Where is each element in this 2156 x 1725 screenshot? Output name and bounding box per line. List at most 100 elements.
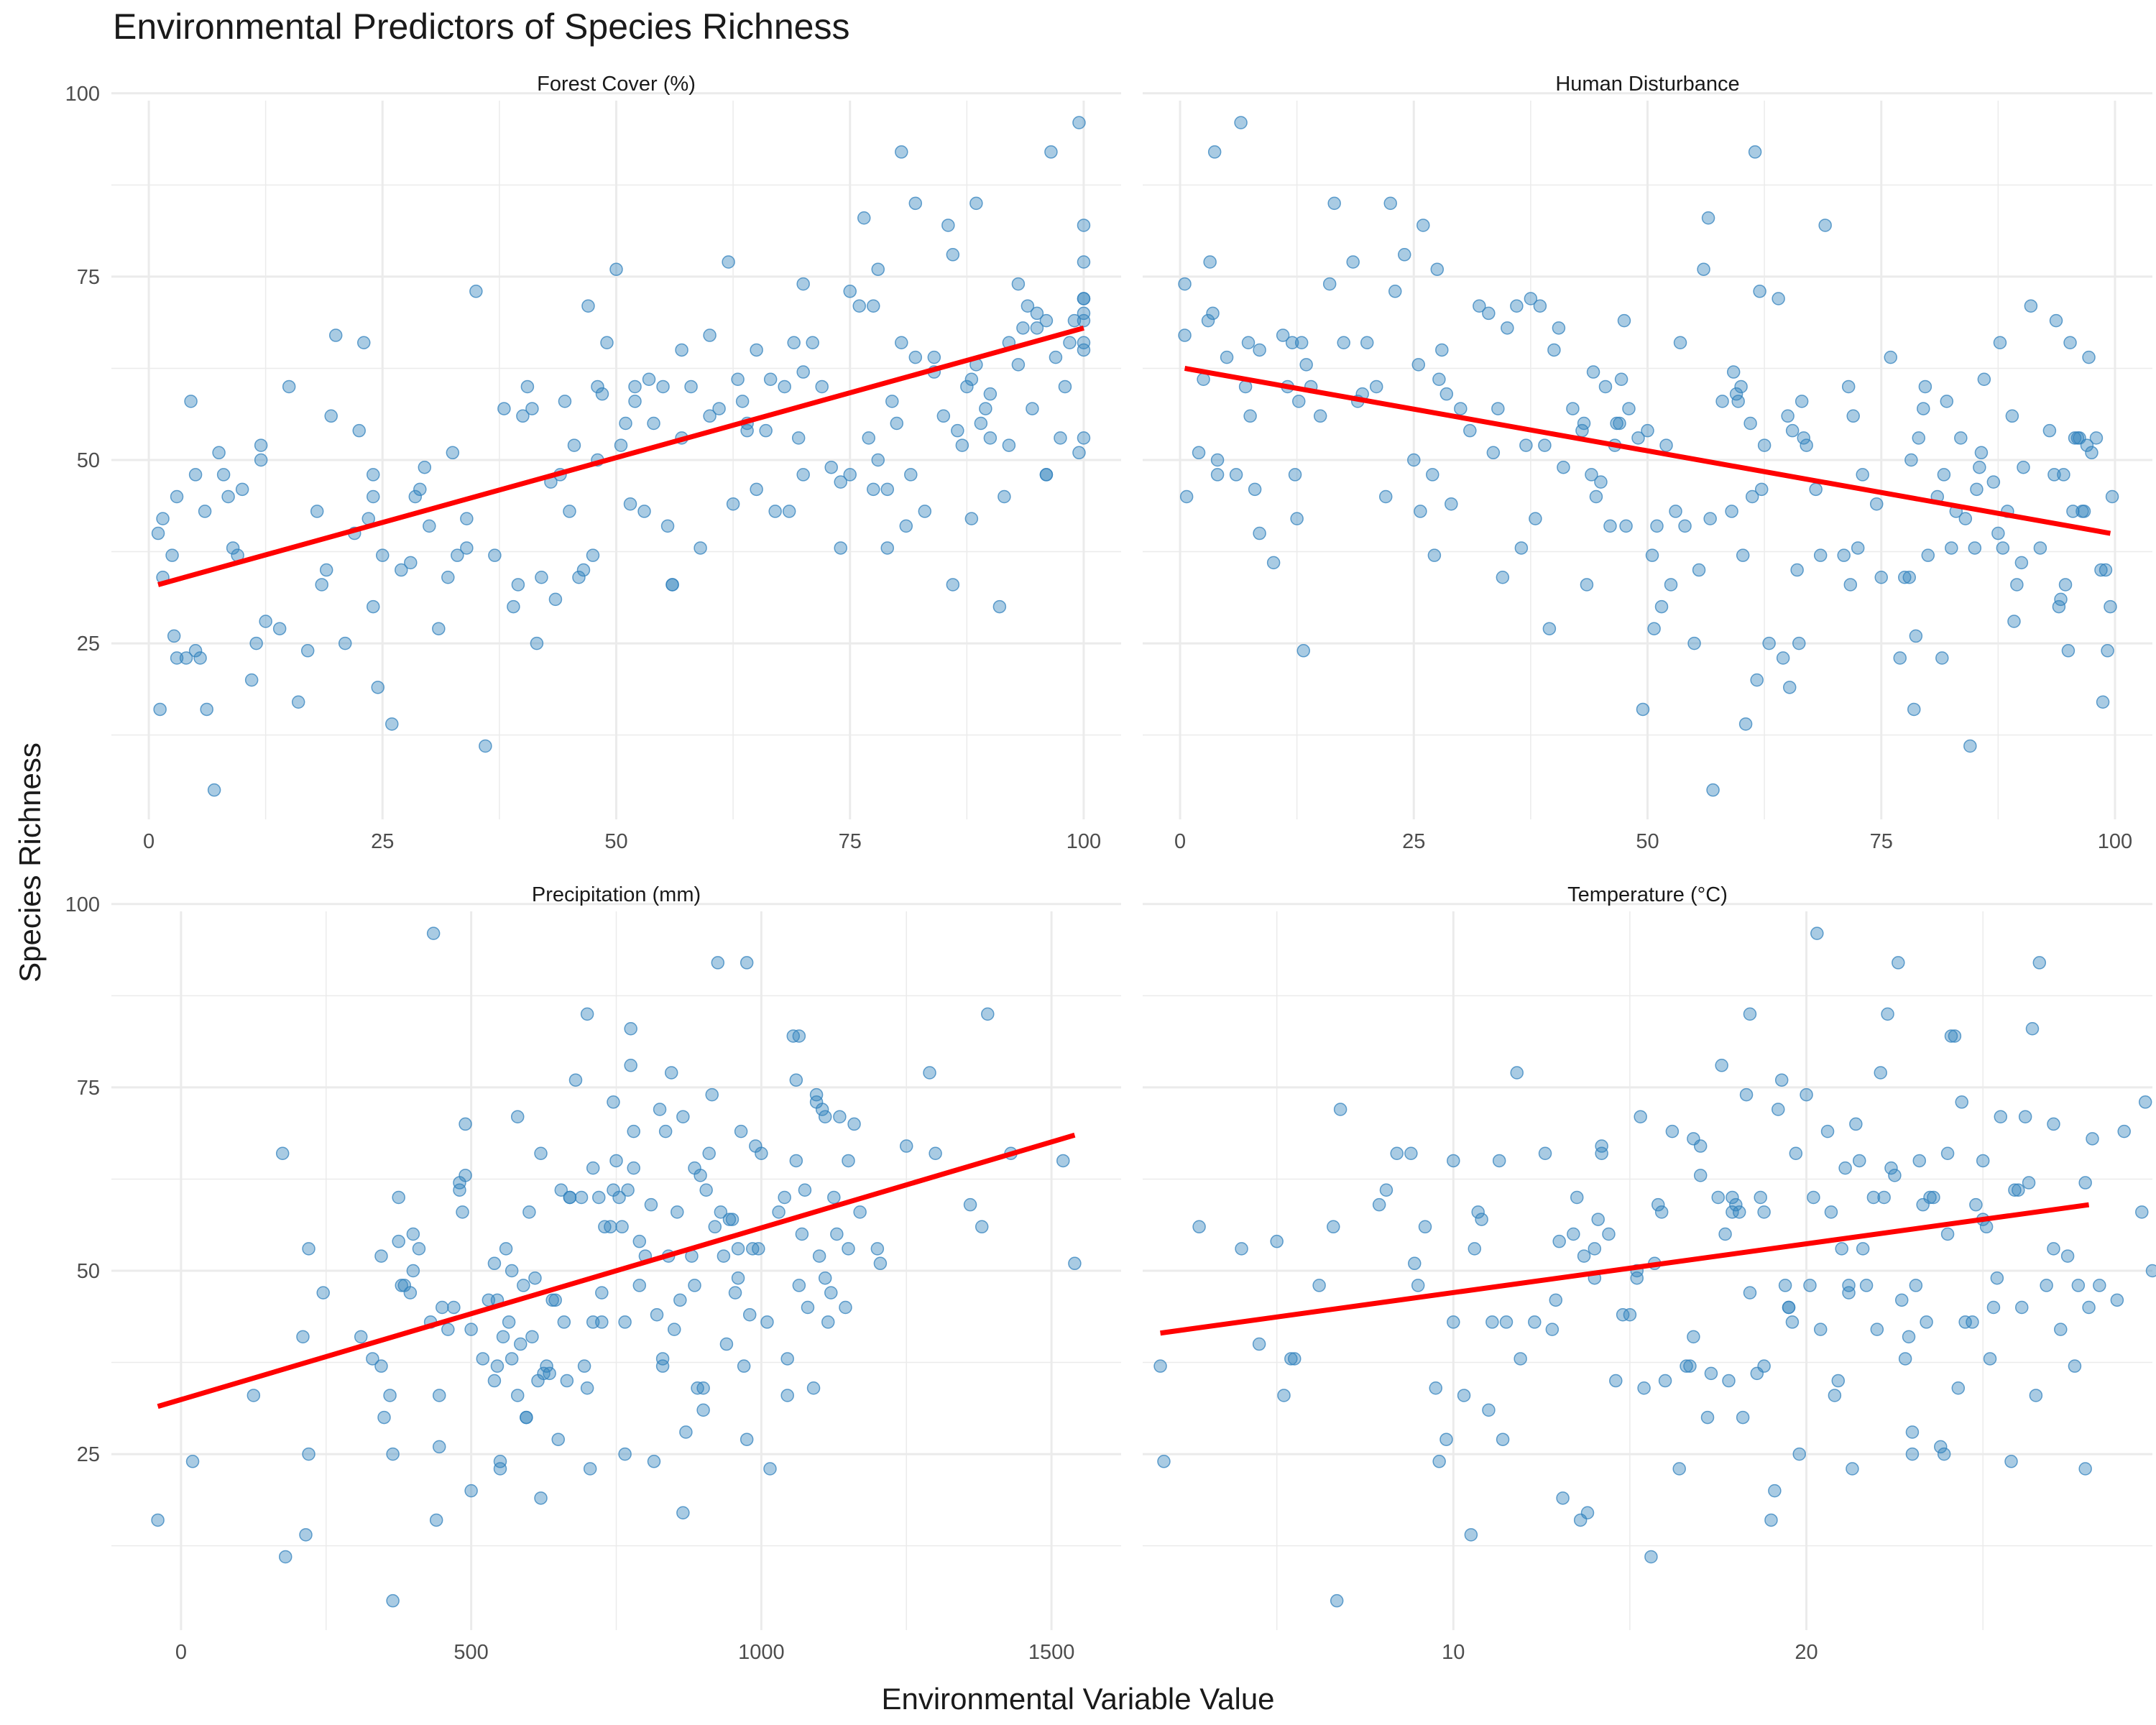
data-point [818, 1110, 832, 1123]
facet-title: Precipitation (mm) [532, 883, 701, 906]
facet-panel: Precipitation (mm) 0 500 1000 1500 25 50 75 100 [65, 883, 1121, 1664]
data-point [899, 1139, 913, 1153]
data-point [789, 1073, 803, 1087]
data-point [1979, 1220, 1994, 1234]
data-point [193, 651, 207, 665]
data-point [772, 1205, 786, 1219]
data-point [497, 402, 511, 415]
data-point [476, 1352, 490, 1366]
data-point [1482, 306, 1496, 321]
data-point [1510, 299, 1524, 313]
data-point [386, 1447, 400, 1461]
data-point [592, 1190, 606, 1205]
data-point [1276, 328, 1290, 342]
data-point [1337, 336, 1350, 349]
data-point [1757, 1359, 1771, 1373]
data-point [586, 1161, 600, 1175]
data-point [1519, 438, 1533, 452]
data-point [623, 497, 637, 511]
data-point [1940, 1227, 1955, 1241]
data-point [1533, 299, 1547, 313]
data-point [302, 1447, 315, 1461]
data-point [395, 1279, 408, 1292]
data-point [1842, 1286, 1856, 1300]
data-point [2049, 313, 2063, 328]
data-point [951, 423, 964, 438]
data-point [2138, 1095, 2152, 1109]
data-point [1921, 548, 1935, 562]
data-point [1706, 783, 1720, 797]
data-point [488, 548, 502, 562]
data-point [2135, 1205, 2149, 1219]
data-point [1704, 1366, 1718, 1381]
y-tick-label: 75 [77, 266, 100, 289]
data-point [1545, 1322, 1560, 1336]
data-point [1253, 343, 1266, 357]
data-point [1322, 277, 1337, 291]
data-point [548, 592, 563, 607]
data-point [1447, 1154, 1460, 1168]
data-point [1874, 571, 1888, 584]
data-point [2054, 592, 2068, 607]
data-point [703, 328, 717, 342]
data-point [1603, 519, 1617, 533]
data-point [1637, 1381, 1651, 1395]
data-point [2082, 350, 2096, 364]
data-point [1912, 431, 1926, 445]
data-point [1658, 1374, 1672, 1388]
data-point [1580, 1506, 1595, 1519]
data-point [567, 438, 581, 452]
data-point [2063, 336, 2077, 349]
data-point [862, 431, 875, 445]
data-point [1918, 380, 1932, 394]
regression-line [1184, 366, 2111, 536]
data-point [198, 505, 212, 518]
data-point [1411, 358, 1426, 372]
data-point [1203, 255, 1217, 269]
data-point [812, 1249, 826, 1263]
data-point [1077, 336, 1091, 349]
data-point [1654, 1205, 1669, 1219]
data-point [1687, 1330, 1700, 1344]
data-point [1290, 512, 1304, 525]
data-point [1210, 468, 1225, 482]
facet-panel: Human Disturbance 0 25 50 75 100 [1143, 73, 2152, 853]
data-point [1588, 1242, 1602, 1256]
data-point [1945, 541, 1958, 555]
data-point [717, 1249, 731, 1263]
data-point [249, 636, 263, 650]
data-point [627, 1161, 640, 1175]
data-point [998, 489, 1011, 504]
data-point [1954, 431, 1968, 445]
data-point [1718, 1227, 1732, 1241]
data-point [1235, 1242, 1248, 1256]
data-point [2068, 1359, 2082, 1373]
data-point [1312, 1279, 1326, 1292]
data-point [2025, 1022, 2040, 1036]
data-point [818, 1271, 832, 1285]
data-point [1986, 475, 2001, 489]
data-point [374, 1249, 388, 1263]
data-point [969, 196, 983, 211]
data-point [1210, 453, 1225, 467]
data-point [254, 453, 268, 467]
data-point [1831, 1374, 1846, 1388]
data-point [1986, 1300, 2001, 1315]
data-point [479, 739, 492, 753]
data-point [406, 1227, 420, 1241]
data-point [719, 1337, 734, 1351]
data-point [2033, 541, 2047, 555]
data-point [908, 350, 923, 364]
data-point [2014, 1300, 2029, 1315]
data-point [1026, 402, 1039, 415]
data-point [404, 556, 418, 570]
data-point [1739, 1087, 1754, 1102]
data-point [490, 1359, 505, 1373]
data-point [750, 343, 763, 357]
data-point [1464, 1528, 1478, 1542]
data-point [1432, 1455, 1446, 1468]
data-point [1454, 402, 1468, 415]
data-point [1552, 321, 1566, 335]
data-point [1731, 395, 1745, 408]
data-point [403, 1286, 418, 1300]
